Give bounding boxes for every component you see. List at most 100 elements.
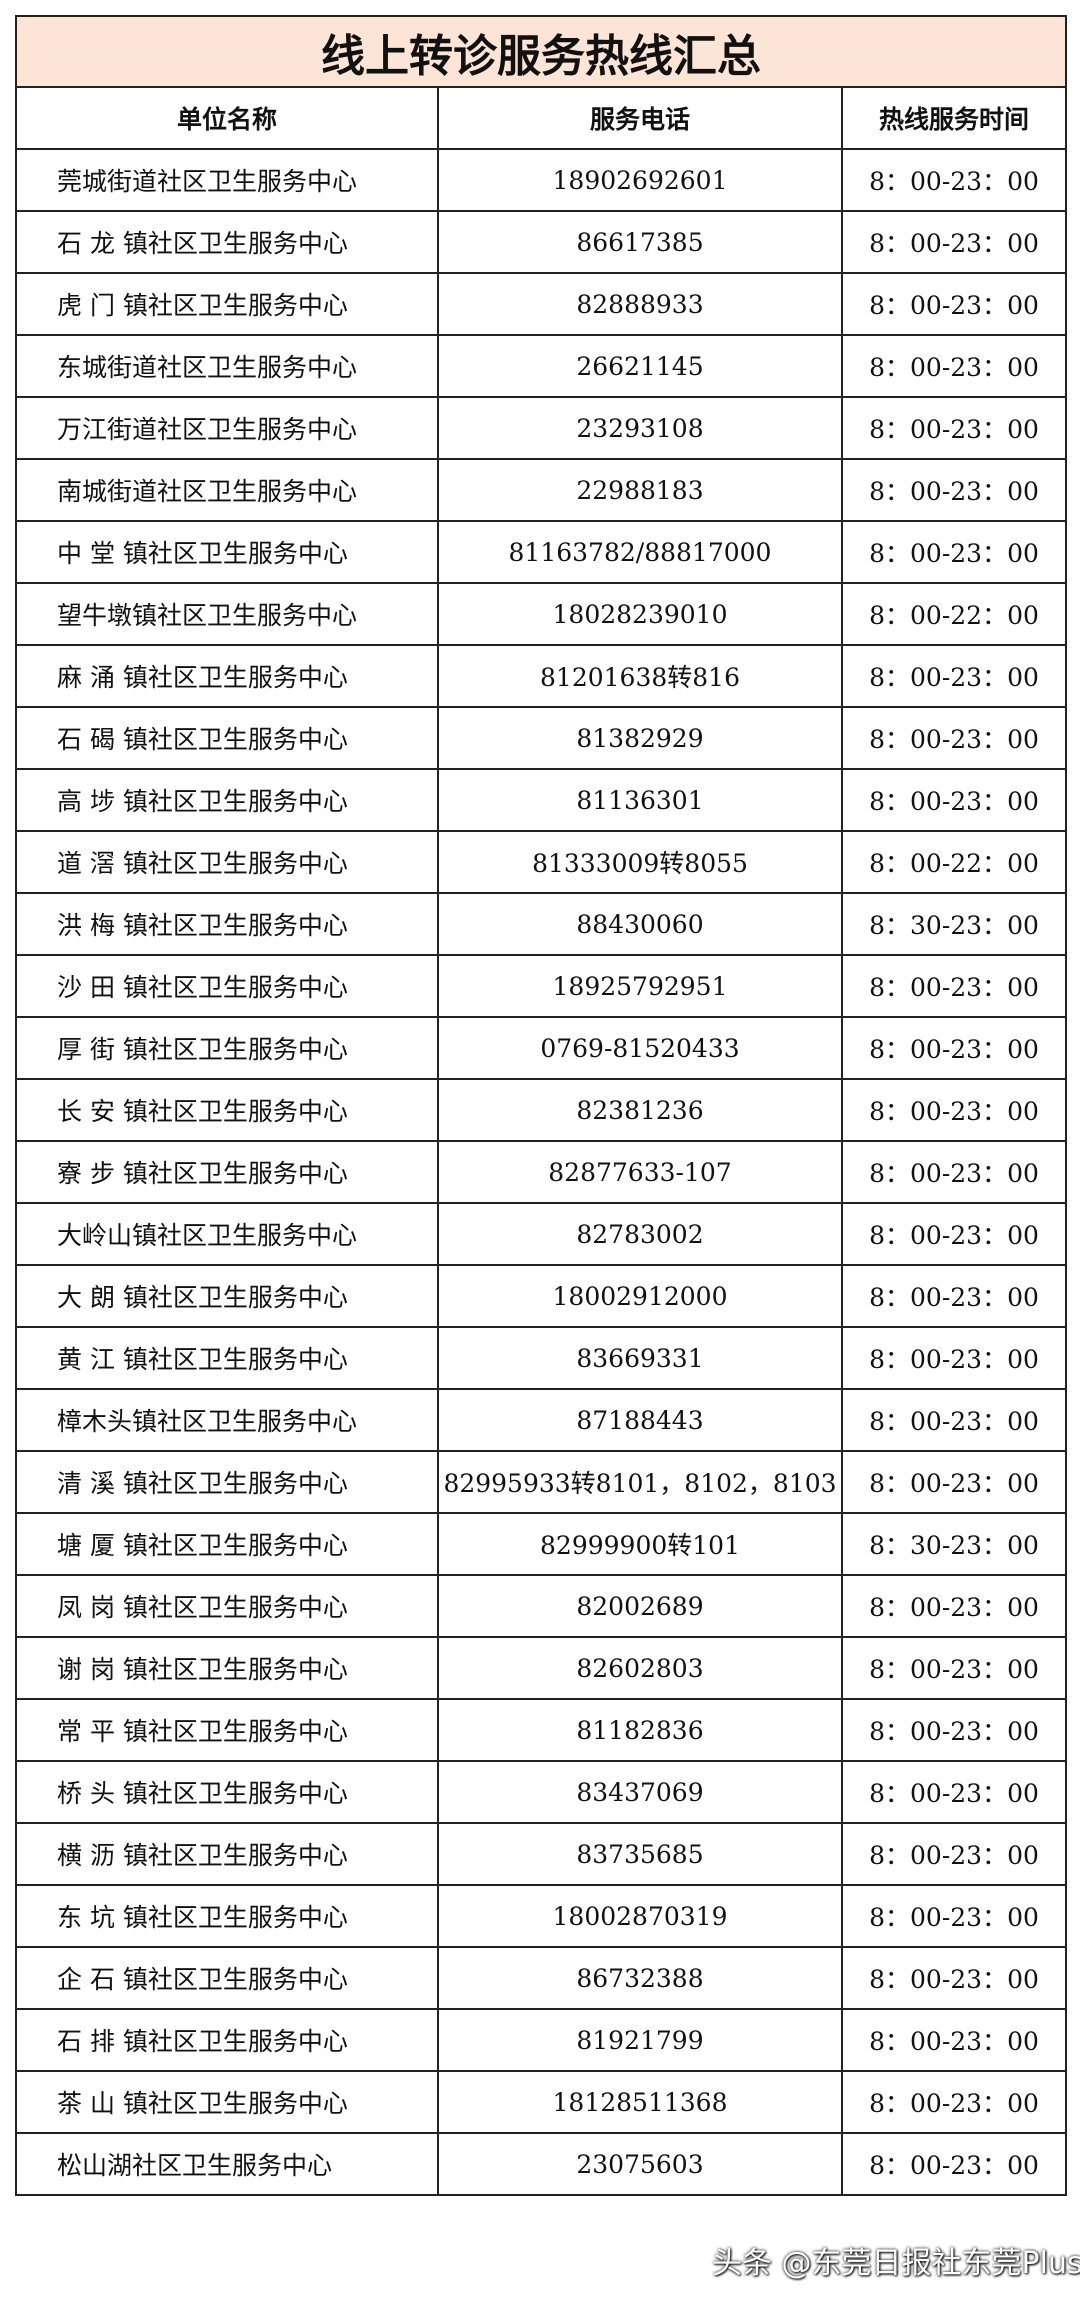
service-hours: 8：00-23：00	[840, 954, 1068, 1018]
service-hours: 8：00-23：00	[840, 1202, 1068, 1266]
unit-name: 谢 岗 镇社区卫生服务中心	[15, 1636, 439, 1700]
service-hours: 8：00-23：00	[840, 272, 1068, 336]
service-hours: 8：00-23：00	[840, 1016, 1068, 1080]
table-row: 茶 山 镇社区卫生服务中心 18128511368 8：00-23：00	[15, 2070, 1068, 2134]
service-hours: 8：00-23：00	[840, 1326, 1068, 1390]
title: 线上转诊服务热线汇总	[14, 15, 1068, 88]
unit-name: 塘 厦 镇社区卫生服务中心	[15, 1512, 439, 1576]
table-row: 中 堂 镇社区卫生服务中心 81163782/88817000 8：00-23：00	[15, 520, 1068, 584]
service-hours: 8：00-23：00	[840, 1140, 1068, 1204]
phone: 86732388	[437, 1946, 843, 2010]
unit-name: 企 石 镇社区卫生服务中心	[15, 1946, 439, 2010]
unit-name: 沙 田 镇社区卫生服务中心	[15, 954, 439, 1018]
header-cell: 服务电话	[437, 86, 843, 150]
unit-name: 虎 门 镇社区卫生服务中心	[15, 272, 439, 336]
table-row: 莞城街道社区卫生服务中心 18902692601 8：00-23：00	[15, 148, 1068, 212]
unit-name: 石 碣 镇社区卫生服务中心	[15, 706, 439, 770]
title-row: 线上转诊服务热线汇总	[14, 15, 1068, 88]
service-hours: 8：00-23：00	[840, 1388, 1068, 1452]
phone: 81333009转8055	[437, 830, 843, 894]
service-hours: 8：00-23：00	[840, 1574, 1068, 1638]
table-row: 常 平 镇社区卫生服务中心 81182836 8：00-23：00	[15, 1698, 1068, 1762]
unit-name: 大 朗 镇社区卫生服务中心	[15, 1264, 439, 1328]
table-row: 望牛墩镇社区卫生服务中心 18028239010 8：00-22：00	[15, 582, 1068, 646]
unit-name: 东 坑 镇社区卫生服务中心	[15, 1884, 439, 1948]
phone: 87188443	[437, 1388, 843, 1452]
phone: 18002870319	[437, 1884, 843, 1948]
service-hours: 8：00-23：00	[840, 148, 1068, 212]
table-row: 虎 门 镇社区卫生服务中心 82888933 8：00-23：00	[15, 272, 1068, 336]
unit-name: 桥 头 镇社区卫生服务中心	[15, 1760, 439, 1824]
unit-name: 望牛墩镇社区卫生服务中心	[15, 582, 439, 646]
unit-name: 樟木头镇社区卫生服务中心	[15, 1388, 439, 1452]
phone: 23293108	[437, 396, 843, 460]
table-row: 南城街道社区卫生服务中心 22988183 8：00-23：00	[15, 458, 1068, 522]
phone: 82783002	[437, 1202, 843, 1266]
table-row: 石 排 镇社区卫生服务中心 81921799 8：00-23：00	[15, 2008, 1068, 2072]
service-hours: 8：00-23：00	[840, 1822, 1068, 1886]
service-hours: 8：00-23：00	[840, 706, 1068, 770]
phone: 81136301	[437, 768, 843, 832]
phone: 18925792951	[437, 954, 843, 1018]
unit-name: 长 安 镇社区卫生服务中心	[15, 1078, 439, 1142]
phone: 22988183	[437, 458, 843, 522]
unit-name: 大岭山镇社区卫生服务中心	[15, 1202, 439, 1266]
phone: 81201638转816	[437, 644, 843, 708]
service-hours: 8：00-23：00	[840, 210, 1068, 274]
phone: 18128511368	[437, 2070, 843, 2134]
unit-name: 常 平 镇社区卫生服务中心	[15, 1698, 439, 1762]
table-row: 厚 街 镇社区卫生服务中心 0769-81520433 8：00-23：00	[15, 1016, 1068, 1080]
watermark: 头条 @东莞日报社东莞Plus	[712, 2246, 1080, 2281]
table-row: 塘 厦 镇社区卫生服务中心 82999900转101 8：30-23：00	[15, 1512, 1068, 1576]
unit-name: 厚 街 镇社区卫生服务中心	[15, 1016, 439, 1080]
service-hours: 8：30-23：00	[840, 892, 1068, 956]
table-row: 松山湖社区卫生服务中心 23075603 8：00-23：00	[15, 2132, 1068, 2196]
phone: 83735685	[437, 1822, 843, 1886]
unit-name: 洪 梅 镇社区卫生服务中心	[15, 892, 439, 956]
phone: 18002912000	[437, 1264, 843, 1328]
service-hours: 8：00-23：00	[840, 334, 1068, 398]
phone: 82002689	[437, 1574, 843, 1638]
table-row: 高 埗 镇社区卫生服务中心 81136301 8：00-23：00	[15, 768, 1068, 832]
unit-name: 石 排 镇社区卫生服务中心	[15, 2008, 439, 2072]
table-row: 企 石 镇社区卫生服务中心 86732388 8：00-23：00	[15, 1946, 1068, 2010]
phone: 82995933转8101，8102，8103	[437, 1450, 843, 1514]
phone: 0769-81520433	[437, 1016, 843, 1080]
service-hours: 8：00-23：00	[840, 2070, 1068, 2134]
phone: 83669331	[437, 1326, 843, 1390]
table-row: 寮 步 镇社区卫生服务中心 82877633-107 8：00-23：00	[15, 1140, 1068, 1204]
table-row: 长 安 镇社区卫生服务中心 82381236 8：00-23：00	[15, 1078, 1068, 1142]
phone: 81182836	[437, 1698, 843, 1762]
phone: 81163782/88817000	[437, 520, 843, 584]
table-body: 线上转诊服务热线汇总 单位名称 服务电话 热线服务时间 莞城街道社区卫生服务中心 189…	[14, 15, 1068, 2196]
table-row: 石 碣 镇社区卫生服务中心 81382929 8：00-23：00	[15, 706, 1068, 770]
table-row: 谢 岗 镇社区卫生服务中心 82602803 8：00-23：00	[15, 1636, 1068, 1700]
service-hours: 8：00-23：00	[840, 458, 1068, 522]
phone: 82888933	[437, 272, 843, 336]
phone: 86617385	[437, 210, 843, 274]
table-row: 大岭山镇社区卫生服务中心 82783002 8：00-23：00	[15, 1202, 1068, 1266]
service-hours: 8：00-23：00	[840, 1078, 1068, 1142]
header-row: 单位名称 服务电话 热线服务时间	[15, 86, 1068, 150]
phone: 82999900转101	[437, 1512, 843, 1576]
unit-name: 凤 岗 镇社区卫生服务中心	[15, 1574, 439, 1638]
unit-name: 松山湖社区卫生服务中心	[15, 2132, 439, 2196]
phone: 18902692601	[437, 148, 843, 212]
unit-name: 高 埗 镇社区卫生服务中心	[15, 768, 439, 832]
unit-name: 南城街道社区卫生服务中心	[15, 458, 439, 522]
table-row: 石 龙 镇社区卫生服务中心 86617385 8：00-23：00	[15, 210, 1068, 274]
phone: 83437069	[437, 1760, 843, 1824]
phone: 82877633-107	[437, 1140, 843, 1204]
table-row: 清 溪 镇社区卫生服务中心 82995933转8101，8102，8103 8：00…	[15, 1450, 1068, 1514]
phone: 23075603	[437, 2132, 843, 2196]
service-hours: 8：00-23：00	[840, 1946, 1068, 2010]
unit-name: 清 溪 镇社区卫生服务中心	[15, 1450, 439, 1514]
service-hours: 8：30-23：00	[840, 1512, 1068, 1576]
service-hours: 8：00-23：00	[840, 520, 1068, 584]
service-hours: 8：00-23：00	[840, 1450, 1068, 1514]
service-hours: 8：00-23：00	[840, 1264, 1068, 1328]
table-row: 大 朗 镇社区卫生服务中心 18002912000 8：00-23：00	[15, 1264, 1068, 1328]
service-hours: 8：00-22：00	[840, 582, 1068, 646]
table-row: 黄 江 镇社区卫生服务中心 83669331 8：00-23：00	[15, 1326, 1068, 1390]
